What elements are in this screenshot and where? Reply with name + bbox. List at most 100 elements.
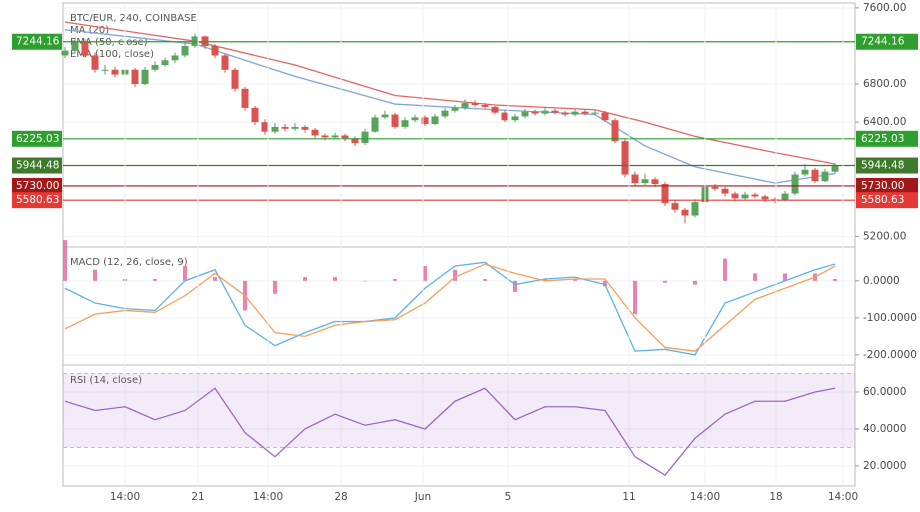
- histogram-bar: [543, 278, 547, 281]
- candle-body: [421, 117, 429, 125]
- candle-body: [511, 116, 519, 121]
- candle-body: [321, 135, 329, 138]
- price-marker-label: 5730.00: [16, 180, 59, 192]
- candle-body: [551, 110, 559, 113]
- histogram-bar: [63, 240, 67, 281]
- candle-body: [711, 186, 719, 189]
- price-marker: [12, 130, 62, 147]
- histogram-bar: [153, 278, 157, 281]
- candle-body: [451, 107, 459, 111]
- candle-body: [361, 131, 369, 144]
- candle-body: [381, 114, 389, 118]
- candle-body: [171, 55, 179, 61]
- price-marker-label: 5944.48: [861, 160, 904, 172]
- candle-body: [311, 129, 319, 136]
- candle-body: [681, 209, 689, 216]
- y-tick-label: 7600.00: [863, 2, 906, 14]
- x-tick-label: 14:00: [110, 491, 140, 503]
- candle-body: [161, 60, 169, 65]
- candle-body: [491, 106, 499, 113]
- histogram-bar: [603, 280, 607, 287]
- x-tick-label: 18: [769, 491, 782, 503]
- candle-body: [531, 111, 539, 114]
- candle-body: [441, 110, 449, 117]
- y-tick-label: 6800.00: [863, 78, 906, 90]
- price-marker-label: 5730.00: [861, 180, 904, 192]
- price-marker: [856, 157, 918, 174]
- candle-body: [791, 174, 799, 194]
- histogram-bar: [213, 277, 217, 281]
- y-tick-label: 60.0000: [863, 386, 906, 398]
- histogram-bar: [513, 280, 517, 292]
- price-marker: [12, 192, 62, 209]
- candle-body: [501, 112, 509, 121]
- candle-body: [401, 120, 409, 127]
- histogram-bar: [93, 269, 97, 281]
- histogram-bar: [693, 280, 697, 285]
- histogram-bar: [303, 277, 307, 281]
- x-tick-label: Jun: [414, 491, 431, 503]
- candle-body: [251, 107, 259, 123]
- candle-body: [561, 112, 569, 115]
- price-marker: [12, 157, 62, 174]
- candle-body: [101, 69, 109, 71]
- candle-body: [111, 69, 119, 75]
- histogram-bar: [833, 278, 837, 281]
- histogram-bar: [573, 278, 577, 281]
- candle-body: [751, 194, 759, 197]
- pane-title: RSI (14, close): [70, 375, 142, 386]
- pane-title: MACD (12, 26, close, 9): [70, 257, 188, 268]
- candle-body: [231, 69, 239, 89]
- candle-body: [211, 45, 219, 56]
- candle-body: [341, 135, 349, 139]
- histogram-bar: [393, 278, 397, 281]
- y-tick-label: -200.0000: [863, 349, 917, 361]
- histogram-bar: [483, 278, 487, 281]
- candle-body: [391, 114, 399, 127]
- candle-body: [581, 111, 589, 114]
- histogram-bar: [363, 280, 367, 282]
- histogram-bar: [183, 266, 187, 281]
- price-marker: [12, 33, 62, 50]
- y-tick-label: 0.0000: [863, 275, 900, 287]
- y-tick-label: 5200.00: [863, 230, 906, 242]
- candle-body: [351, 138, 359, 144]
- x-tick-label: 14:00: [253, 491, 283, 503]
- candle-body: [741, 194, 749, 199]
- indicator-line: [64, 21, 836, 165]
- indicator-line: [64, 261, 836, 356]
- indicator-line: [64, 263, 836, 352]
- candle-body: [81, 41, 89, 56]
- candle-body: [801, 169, 809, 175]
- histogram-bar: [753, 273, 757, 281]
- candle-body: [611, 120, 619, 142]
- candle-body: [541, 110, 549, 114]
- candle-body: [671, 203, 679, 210]
- legend-entry: EMA (100, close): [70, 49, 154, 60]
- candle-body: [411, 117, 419, 121]
- candle-body: [331, 135, 339, 138]
- candle-body: [591, 112, 599, 114]
- candle-body: [521, 111, 529, 117]
- candle-body: [281, 126, 289, 129]
- candle-body: [761, 196, 769, 200]
- candle-body: [621, 141, 629, 175]
- pane-title: BTC/EUR, 240, COINBASE: [70, 13, 197, 24]
- candle-body: [181, 45, 189, 56]
- candle-body: [571, 111, 579, 115]
- candle-body: [781, 193, 789, 201]
- candle-body: [291, 126, 299, 129]
- candle-body: [481, 105, 489, 107]
- candle-body: [631, 174, 639, 184]
- x-tick-label: 14:00: [690, 491, 720, 503]
- x-tick-label: 11: [622, 491, 635, 503]
- candle-body: [221, 55, 229, 70]
- candle-body: [461, 103, 469, 108]
- x-tick-label: 5: [505, 491, 512, 503]
- indicator-line: [64, 387, 836, 477]
- rsi-band: [63, 373, 855, 448]
- y-tick-label: 6400.00: [863, 116, 906, 128]
- price-marker-label: 6225.03: [16, 133, 59, 145]
- price-marker-label: 6225.03: [861, 133, 904, 145]
